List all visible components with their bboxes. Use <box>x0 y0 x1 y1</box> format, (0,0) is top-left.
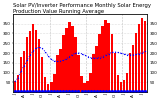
Point <box>59 90 62 91</box>
Bar <box>129 53 131 92</box>
Point <box>77 90 80 91</box>
Point <box>135 90 137 91</box>
Point <box>50 90 52 91</box>
Point <box>92 90 95 91</box>
Bar <box>89 73 92 92</box>
Bar <box>144 21 146 92</box>
Point <box>108 90 110 91</box>
Point <box>104 90 107 91</box>
Bar <box>111 34 113 92</box>
Point <box>138 90 140 91</box>
Point <box>86 90 89 91</box>
Point <box>53 90 56 91</box>
Bar <box>114 53 116 92</box>
Bar <box>117 74 119 92</box>
Point <box>14 90 16 91</box>
Point <box>62 90 65 91</box>
Point <box>23 90 25 91</box>
Bar <box>80 76 83 92</box>
Point <box>68 90 71 91</box>
Point <box>80 90 83 91</box>
Bar <box>126 73 128 92</box>
Bar <box>108 23 110 92</box>
Bar <box>101 26 104 92</box>
Bar <box>132 45 134 92</box>
Bar <box>120 82 122 92</box>
Point <box>101 90 104 91</box>
Point <box>65 90 68 91</box>
Point <box>144 90 146 91</box>
Point <box>126 90 128 91</box>
Bar <box>26 37 28 92</box>
Bar <box>35 30 37 92</box>
Text: Solar PV/Inverter Performance Monthly Solar Energy Production Value Running Aver: Solar PV/Inverter Performance Monthly So… <box>13 3 151 14</box>
Point <box>98 90 101 91</box>
Point <box>47 90 49 91</box>
Bar <box>41 57 43 92</box>
Bar <box>138 24 140 92</box>
Point <box>29 90 31 91</box>
Point <box>117 90 119 91</box>
Point <box>141 90 143 91</box>
Bar <box>23 51 25 92</box>
Bar <box>68 22 71 92</box>
Bar <box>44 76 46 92</box>
Bar <box>47 84 49 92</box>
Bar <box>59 49 62 92</box>
Bar <box>71 26 74 92</box>
Point <box>114 90 116 91</box>
Bar <box>123 80 125 92</box>
Point <box>35 90 37 91</box>
Point <box>20 90 22 91</box>
Bar <box>98 34 101 92</box>
Bar <box>14 81 16 92</box>
Point <box>89 90 92 91</box>
Bar <box>92 54 95 92</box>
Point <box>17 90 19 91</box>
Bar <box>62 35 65 92</box>
Point <box>56 90 59 91</box>
Point <box>83 90 86 91</box>
Point <box>44 90 46 91</box>
Bar <box>17 74 19 92</box>
Point <box>129 90 131 91</box>
Point <box>32 90 34 91</box>
Bar <box>77 55 80 92</box>
Bar <box>74 37 77 92</box>
Point <box>123 90 125 91</box>
Bar <box>56 55 59 92</box>
Point <box>120 90 122 91</box>
Bar <box>20 57 22 92</box>
Bar <box>53 74 56 92</box>
Point <box>111 90 113 91</box>
Bar <box>65 28 68 92</box>
Bar <box>32 24 34 92</box>
Point <box>132 90 134 91</box>
Bar <box>83 83 86 92</box>
Point <box>95 90 98 91</box>
Bar <box>38 39 40 92</box>
Bar <box>95 46 98 92</box>
Point <box>38 90 40 91</box>
Bar <box>50 82 52 92</box>
Point <box>74 90 77 91</box>
Bar <box>29 32 31 92</box>
Bar <box>86 81 89 92</box>
Point <box>71 90 74 91</box>
Bar <box>104 20 107 92</box>
Point <box>41 90 43 91</box>
Bar <box>141 18 143 92</box>
Point <box>26 90 28 91</box>
Bar <box>135 33 137 92</box>
